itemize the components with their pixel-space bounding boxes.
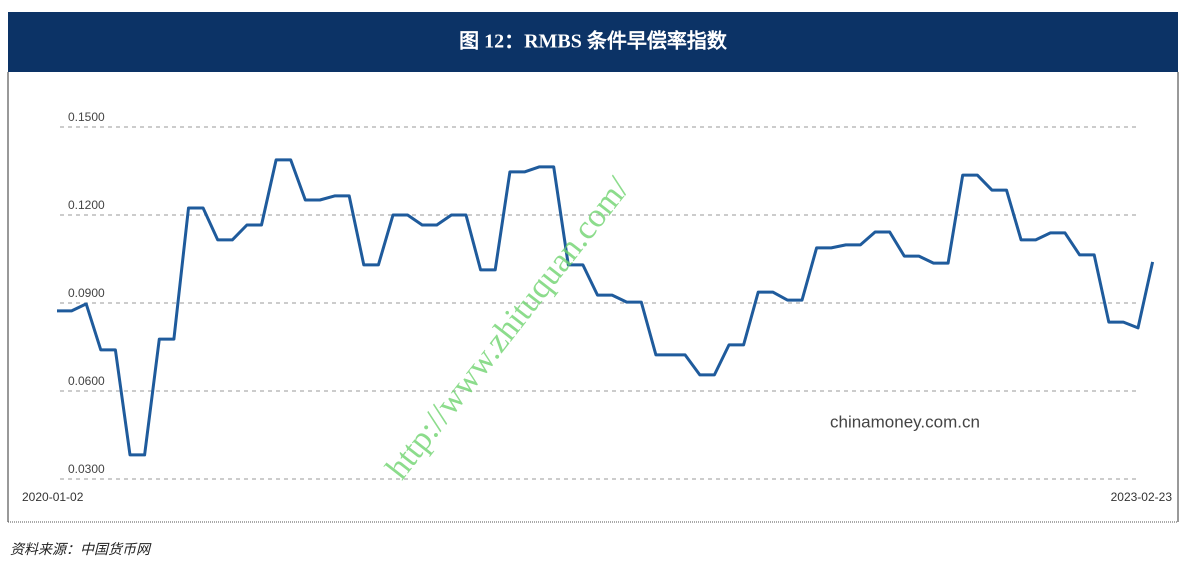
x-tick-label: 2023-02-23 [1111, 490, 1173, 504]
data-line [57, 158, 1155, 457]
header-bar [8, 12, 1178, 72]
y-tick-label: 0.1200 [68, 198, 105, 212]
y-tick-label: 0.1500 [68, 110, 105, 124]
x-tick-label: 2020-01-02 [22, 490, 84, 504]
y-tick-label: 0.0300 [68, 462, 105, 476]
y-tick-label: 0.0600 [68, 374, 105, 388]
source-note: 资料来源：中国货币网 [10, 542, 152, 558]
plot: 0.0300 0.0600 0.0900 0.1200 0.1500 2020-01-02… [22, 110, 1172, 504]
y-tick-label: 0.0900 [68, 286, 105, 300]
source-watermark: chinamoney.com.cn [830, 412, 980, 431]
chart-title: 图 12：RMBS 条件早偿率指数 [459, 29, 728, 53]
diagonal-watermark: http://www.zhituquan.com/ [379, 170, 637, 486]
